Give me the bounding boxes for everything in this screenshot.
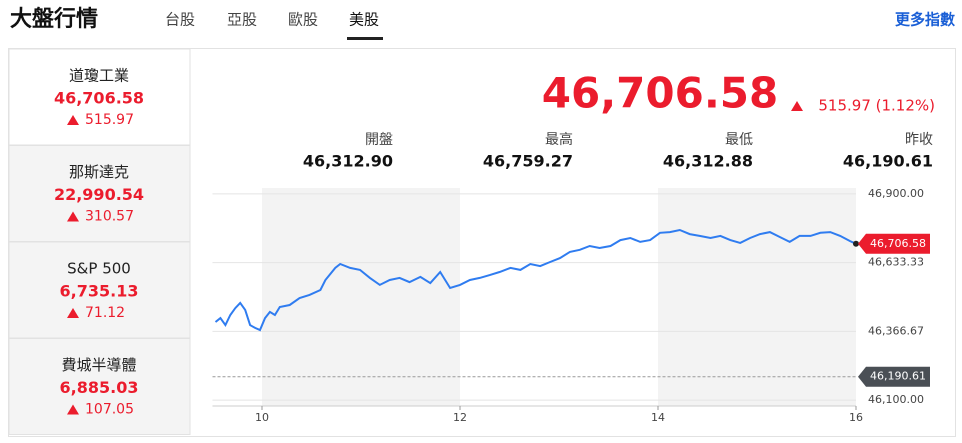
- tab[interactable]: 台股: [165, 11, 195, 29]
- tab-underline: [347, 37, 383, 40]
- up-arrow: [67, 115, 79, 125]
- stat-value: 46,312.88: [663, 152, 753, 171]
- index-item[interactable]: [8, 338, 191, 435]
- index-value: 6,885.03: [60, 378, 139, 397]
- stat-value: 46,312.90: [303, 152, 393, 171]
- last-tag: [858, 233, 930, 254]
- index-name: S&P 500: [67, 260, 131, 278]
- x-tick-label: 16: [849, 411, 863, 424]
- x-tick-label: 12: [453, 411, 467, 424]
- stat-value: 46,190.61: [843, 152, 933, 171]
- reference-tag: [858, 366, 930, 387]
- index-change: 310.57: [85, 209, 134, 225]
- stat-label: 最低: [725, 132, 753, 148]
- index-value: 46,706.58: [54, 89, 144, 108]
- more-link[interactable]: 更多指數: [895, 11, 955, 29]
- tab-active[interactable]: 美股: [349, 11, 379, 29]
- index-change: 107.05: [85, 402, 134, 418]
- stat-label: 昨收: [905, 132, 933, 148]
- page-title: 大盤行情: [10, 6, 98, 32]
- y-tick-label: 46,900.00: [868, 187, 924, 200]
- up-arrow: [67, 308, 79, 318]
- y-tick-label: 46,366.67: [868, 324, 924, 337]
- index-value: 22,990.54: [54, 185, 144, 204]
- index-item[interactable]: [8, 241, 191, 339]
- tab[interactable]: 歐股: [288, 11, 318, 29]
- reference-label: 46,190.61: [870, 370, 926, 383]
- x-tick-label: 14: [651, 411, 665, 424]
- price: 46,706.58: [542, 69, 778, 118]
- index-name: 道瓊工業: [69, 67, 129, 85]
- stat-value: 46,759.27: [483, 152, 573, 171]
- time-band: [262, 188, 460, 406]
- index-value: 6,735.13: [60, 282, 139, 301]
- index-change: 515.97: [85, 112, 134, 128]
- stat-label: 最高: [545, 131, 573, 148]
- price-change: 515.97 (1.12%): [818, 97, 935, 115]
- index-change: 71.12: [85, 305, 125, 321]
- y-tick-label: 46,100.00: [868, 393, 924, 406]
- index-name: 那斯達克: [69, 163, 129, 181]
- tab[interactable]: 亞股: [227, 11, 257, 29]
- y-tick-label: 46,633.33: [868, 256, 924, 269]
- up-arrow: [791, 101, 803, 111]
- up-arrow: [67, 404, 79, 415]
- x-tick-label: 10: [255, 411, 269, 424]
- stat-label: 開盤: [365, 132, 393, 148]
- price-line: [214, 228, 857, 332]
- last-dot: [853, 240, 859, 247]
- up-arrow: [67, 211, 79, 222]
- index-item[interactable]: [8, 48, 191, 146]
- last-label: 46,706.58: [870, 237, 926, 250]
- time-band: [658, 188, 856, 406]
- index-name: 費城半導體: [61, 356, 136, 374]
